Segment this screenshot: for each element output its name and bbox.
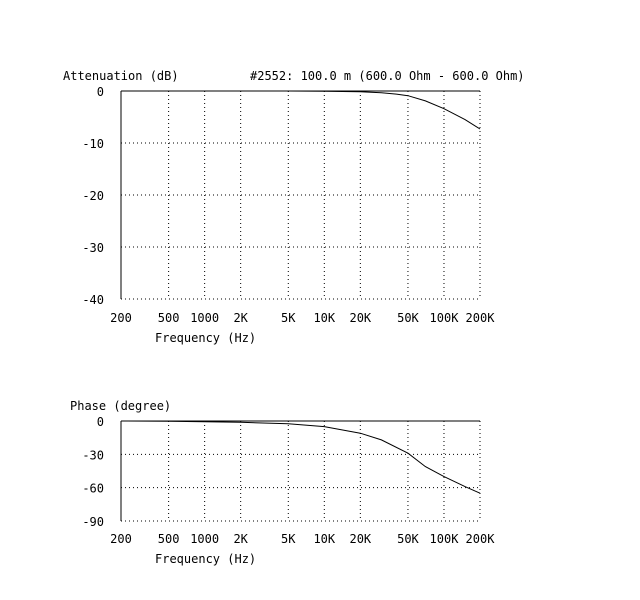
chart1-x-tick-label: 1000 (190, 532, 219, 546)
chart1-grid (120, 420, 481, 522)
chart0-y-tick-label: -20 (82, 189, 104, 203)
chart0-x-tick-label: 100K (430, 311, 460, 325)
chart0-x-tick-label: 20K (349, 311, 371, 325)
chart0-x-tick-label: 500 (158, 311, 180, 325)
chart0-x-tick-label: 200K (466, 311, 496, 325)
chart1-x-tick-label: 5K (281, 532, 296, 546)
chart1-x-tick-label: 50K (397, 532, 419, 546)
chart0-y-tick-label: -30 (82, 241, 104, 255)
chart1-y-tick-label: -60 (82, 482, 104, 496)
chart0-x-tick-label: 50K (397, 311, 419, 325)
chart1-x-tick-label: 10K (313, 532, 335, 546)
chart1-y-tick-label: -30 (82, 448, 104, 462)
chart1-y-axis-label: Phase (degree) (70, 399, 171, 413)
chart0-title: #2552: 100.0 m (600.0 Ohm - 600.0 Ohm) (250, 69, 525, 83)
chart1-x-tick-label: 200K (466, 532, 496, 546)
phase-chart: 0 -30 -60 -90 200 500 1000 2K 5K 10K 20K 50K 100K 200… (70, 399, 495, 566)
attenuation-chart: 0 -10 -20 -30 -40 200 500 1000 2K 5K 10K 20K 50K 100K… (63, 69, 525, 345)
chart0-series-line (121, 90, 481, 130)
chart0-grid (120, 90, 481, 300)
chart0-y-axis-label: Attenuation (dB) (63, 69, 179, 83)
chart1-x-tick-label: 100K (430, 532, 460, 546)
chart0-x-tick-label: 5K (281, 311, 296, 325)
chart1-x-tick-label: 20K (349, 532, 371, 546)
chart1-x-tick-label: 200 (110, 532, 132, 546)
chart1-y-tick-label: 0 (97, 415, 104, 429)
chart0-y-tick-label: 0 (97, 85, 104, 99)
chart1-x-tick-label: 500 (158, 532, 180, 546)
chart0-x-tick-label: 1000 (190, 311, 219, 325)
chart0-x-tick-label: 10K (313, 311, 335, 325)
chart0-x-axis-label: Frequency (Hz) (155, 331, 256, 345)
chart1-series-line (120, 420, 481, 494)
chart0-x-tick-label: 200 (110, 311, 132, 325)
chart0-x-tick-label: 2K (233, 311, 248, 325)
chart1-y-tick-label: -90 (82, 515, 104, 529)
chart1-x-tick-label: 2K (233, 532, 248, 546)
chart1-x-axis-label: Frequency (Hz) (155, 552, 256, 566)
chart0-y-tick-label: -10 (82, 137, 104, 151)
chart0-y-tick-label: -40 (82, 293, 104, 307)
